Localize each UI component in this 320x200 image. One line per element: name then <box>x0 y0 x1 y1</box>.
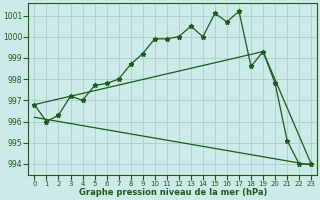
X-axis label: Graphe pression niveau de la mer (hPa): Graphe pression niveau de la mer (hPa) <box>79 188 267 197</box>
